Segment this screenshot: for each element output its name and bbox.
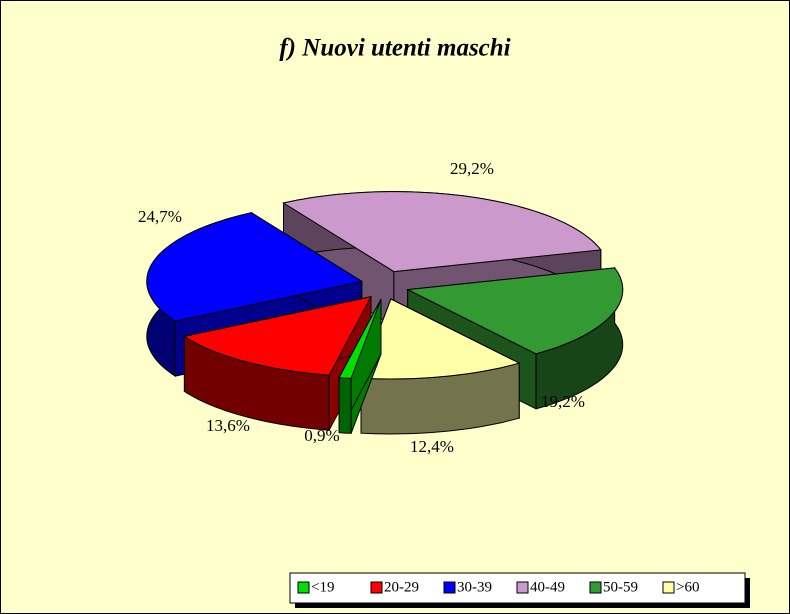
legend-swatch: [589, 581, 602, 594]
legend-label: 30-39: [457, 579, 492, 595]
slice: [360, 298, 521, 380]
pie: [146, 191, 624, 435]
legend-label: <19: [311, 579, 334, 595]
data-label: 13,6%: [206, 416, 250, 435]
data-label: 24,7%: [138, 207, 182, 226]
legend-swatch: [370, 581, 383, 594]
slice: [282, 191, 602, 273]
legend-label: 20-29: [384, 579, 419, 595]
slice: [338, 298, 382, 379]
legend-swatch: [662, 581, 675, 594]
slice: [146, 212, 364, 322]
legend-swatch: [297, 581, 310, 594]
legend-swatch: [443, 581, 456, 594]
legend-label: 40-49: [530, 579, 565, 595]
chart-title: f) Nuovi utenti maschi: [279, 35, 510, 62]
legend-swatch: [516, 581, 529, 594]
legend: <19 20-29 30-39 40-49 50-59 >60: [289, 572, 750, 608]
data-label: 19,2%: [541, 392, 585, 411]
slice: [405, 267, 624, 355]
slice: [183, 295, 372, 376]
data-label: 29,2%: [450, 159, 494, 178]
slice-wall: [338, 377, 352, 434]
data-label: 12,4%: [410, 437, 454, 456]
legend-label: 50-59: [603, 579, 638, 595]
legend-label: >60: [676, 579, 699, 595]
data-label: 0,9%: [304, 426, 339, 445]
